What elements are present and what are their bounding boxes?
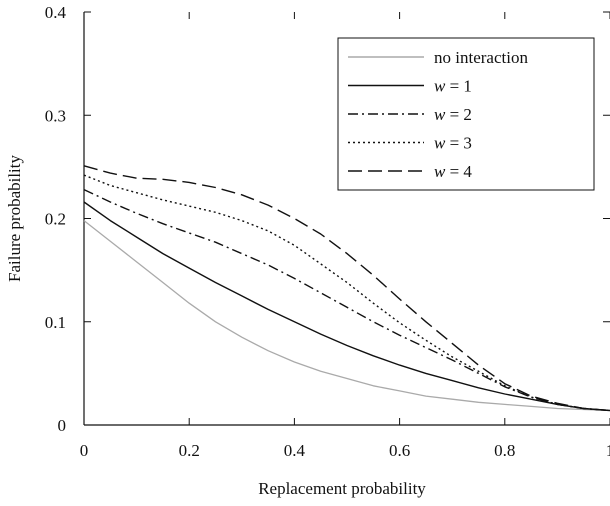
series-line-w4 — [83, 165, 610, 412]
y-tick-label: 0.1 — [45, 313, 66, 332]
y-tick-label: 0 — [58, 416, 67, 435]
axes: 0 0.2 0.4 0.6 0.8 1 0 0.1 0.2 0.3 0.4 — [45, 3, 610, 460]
series-layer — [83, 165, 610, 412]
legend-label: w = 2 — [434, 105, 472, 124]
series-line-w3 — [83, 174, 610, 412]
y-tick-label: 0.3 — [45, 106, 66, 125]
legend-label: w = 1 — [434, 77, 472, 96]
x-tick-label: 0.6 — [389, 441, 410, 460]
x-tick-label: 1 — [606, 441, 610, 460]
y-axis-label: Failure probability — [5, 155, 24, 283]
x-tick-label: 0.2 — [179, 441, 200, 460]
x-tick-label: 0.4 — [284, 441, 306, 460]
legend-label: no interaction — [434, 48, 528, 67]
legend-box — [337, 37, 595, 191]
x-axis-label: Replacement probability — [258, 479, 426, 498]
x-tick-label: 0.8 — [494, 441, 515, 460]
y-tick-label: 0.4 — [45, 3, 67, 22]
legend: no interaction w = 1 w = 2 w = 3 w = 4 — [337, 37, 595, 191]
x-tick-label: 0 — [80, 441, 89, 460]
legend-label: w = 3 — [434, 134, 472, 153]
series-line-no-interaction — [83, 220, 610, 412]
series-line-w1 — [83, 201, 610, 412]
series-line-w2 — [83, 188, 610, 412]
y-tick-label: 0.2 — [45, 210, 66, 229]
legend-label: w = 4 — [434, 162, 472, 181]
